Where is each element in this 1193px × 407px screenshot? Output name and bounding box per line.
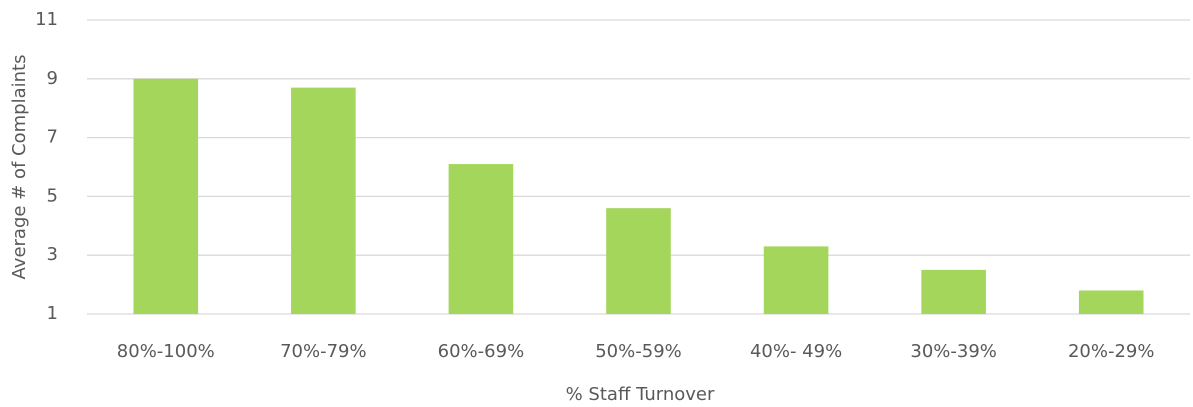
- y-tick-label: 7: [47, 127, 58, 148]
- x-tick-label: 40%- 49%: [750, 341, 842, 362]
- x-tick-label: 20%-29%: [1068, 341, 1155, 362]
- y-tick-label: 9: [47, 68, 58, 89]
- x-axis-label: % Staff Turnover: [566, 384, 715, 405]
- y-tick-label: 11: [35, 9, 58, 30]
- x-tick-label: 50%-59%: [595, 341, 682, 362]
- y-tick-label: 5: [47, 185, 58, 206]
- bar: [133, 78, 199, 314]
- y-axis-label: Average # of Complaints: [9, 55, 30, 280]
- x-tick-label: 80%-100%: [117, 341, 215, 362]
- y-tick-label: 3: [47, 244, 58, 265]
- bar: [606, 208, 671, 314]
- bar: [1078, 290, 1144, 314]
- bar: [921, 269, 986, 314]
- y-tick-label: 1: [47, 303, 58, 324]
- x-tick-label: 70%-79%: [280, 341, 367, 362]
- bar: [448, 164, 514, 314]
- bar: [763, 246, 829, 314]
- x-tick-label: 30%-39%: [910, 341, 997, 362]
- x-tick-label: 60%-69%: [438, 341, 525, 362]
- bar: [291, 87, 356, 315]
